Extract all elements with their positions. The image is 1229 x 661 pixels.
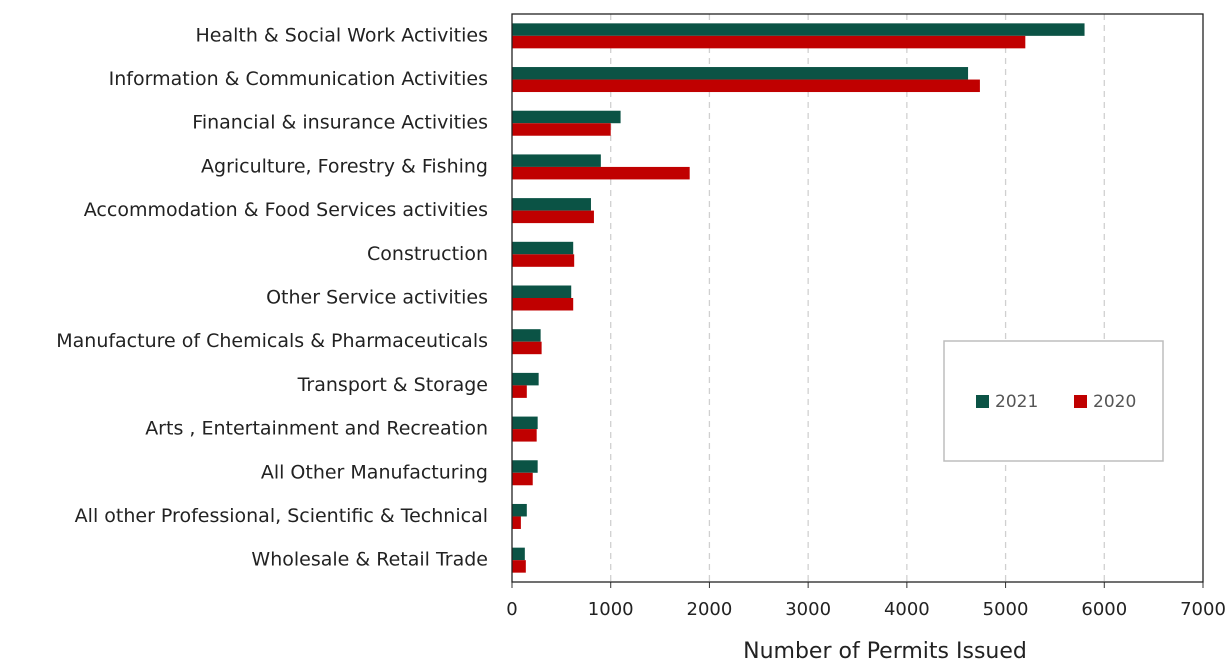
bar	[512, 503, 527, 517]
bar	[512, 472, 533, 486]
x-tick-label: 2000	[687, 599, 733, 620]
y-tick-label: Manufacture of Chemicals & Pharmaceutica…	[56, 330, 488, 352]
x-tick-label: 6000	[1081, 599, 1127, 620]
legend-label: 2020	[1093, 392, 1136, 412]
bar	[512, 429, 537, 442]
x-tick-label: 3000	[785, 599, 831, 620]
y-tick-label: Transport & Storage	[297, 374, 488, 396]
y-tick-label: Financial & insurance Activities	[192, 112, 488, 134]
bar	[512, 341, 542, 355]
bar	[512, 166, 690, 180]
bar	[512, 79, 980, 93]
plot-frame	[511, 13, 1204, 583]
bar	[512, 154, 601, 167]
bar	[512, 123, 611, 136]
legend-swatch	[976, 395, 989, 408]
x-tick-label: 7000	[1180, 599, 1226, 620]
x-axis-label: Number of Permits Issued	[743, 639, 1027, 661]
bar	[512, 329, 541, 342]
y-tick-label: Health & Social Work Activities	[196, 24, 489, 46]
y-tick-label: Arts , Entertainment and Recreation	[145, 418, 488, 440]
x-tick-label: 0	[506, 599, 517, 620]
legend-swatch	[1074, 395, 1087, 408]
bar	[512, 23, 1085, 36]
x-tick-label: 5000	[983, 599, 1029, 620]
x-tick-label: 1000	[588, 599, 634, 620]
y-tick-label: Other Service activities	[266, 287, 488, 309]
y-tick-label: Wholesale & Retail Trade	[251, 549, 488, 571]
legend: 2021 2020	[943, 340, 1164, 462]
bar	[512, 110, 621, 124]
y-tick-label: Construction	[367, 243, 488, 265]
bar	[512, 254, 575, 267]
legend-label: 2021	[995, 392, 1038, 412]
y-tick-label: Accommodation & Food Services activities	[84, 199, 488, 221]
y-tick-label: All other Professional, Scientific & Tec…	[75, 505, 488, 527]
y-tick-label: Agriculture, Forestry & Fishing	[201, 155, 488, 177]
bar	[512, 385, 527, 398]
bar	[512, 285, 572, 298]
bar	[512, 298, 574, 311]
legend-box	[943, 340, 1164, 462]
bar	[512, 372, 539, 386]
bar	[512, 241, 574, 255]
bar	[512, 416, 538, 430]
x-tick-label: 4000	[884, 599, 930, 620]
bar	[512, 460, 538, 473]
bar	[512, 560, 526, 573]
bar	[512, 198, 591, 211]
bar	[512, 516, 521, 529]
y-tick-label: Information & Communication Activities	[109, 68, 488, 90]
bar	[512, 67, 969, 80]
bar	[512, 210, 594, 224]
bar	[512, 547, 525, 561]
bar	[512, 35, 1026, 49]
y-tick-label: All Other Manufacturing	[261, 461, 488, 483]
